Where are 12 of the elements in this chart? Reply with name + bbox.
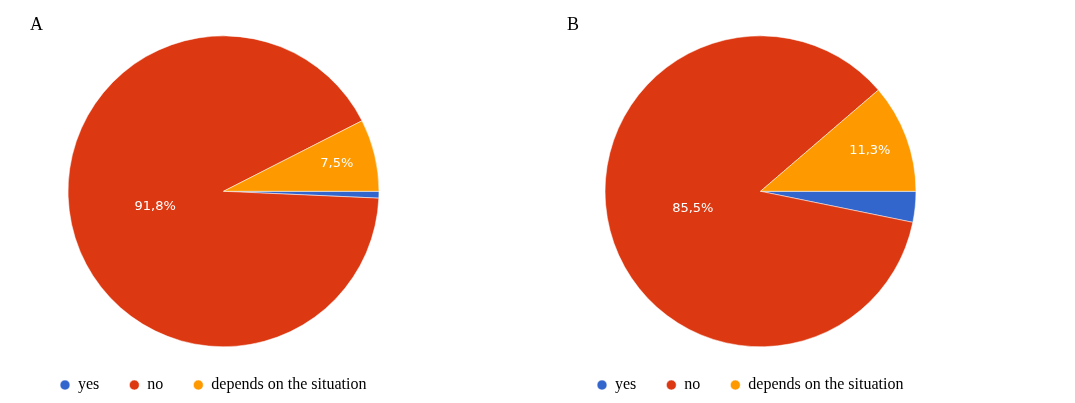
data-label: 85,5% [672,200,714,216]
data-label: 91,8% [134,197,176,213]
data-label: 7,5% [320,155,354,171]
legend-label: depends on the situation [748,375,904,394]
legend-label: no [684,375,701,393]
legend-label: depends on the situation [211,375,367,394]
legend-label: yes [78,375,100,394]
chart-title: A [30,13,43,34]
chart-title: B [567,13,580,34]
data-label: 11,3% [849,142,891,158]
legend-label: no [147,375,164,393]
legend-label: yes [615,375,637,394]
